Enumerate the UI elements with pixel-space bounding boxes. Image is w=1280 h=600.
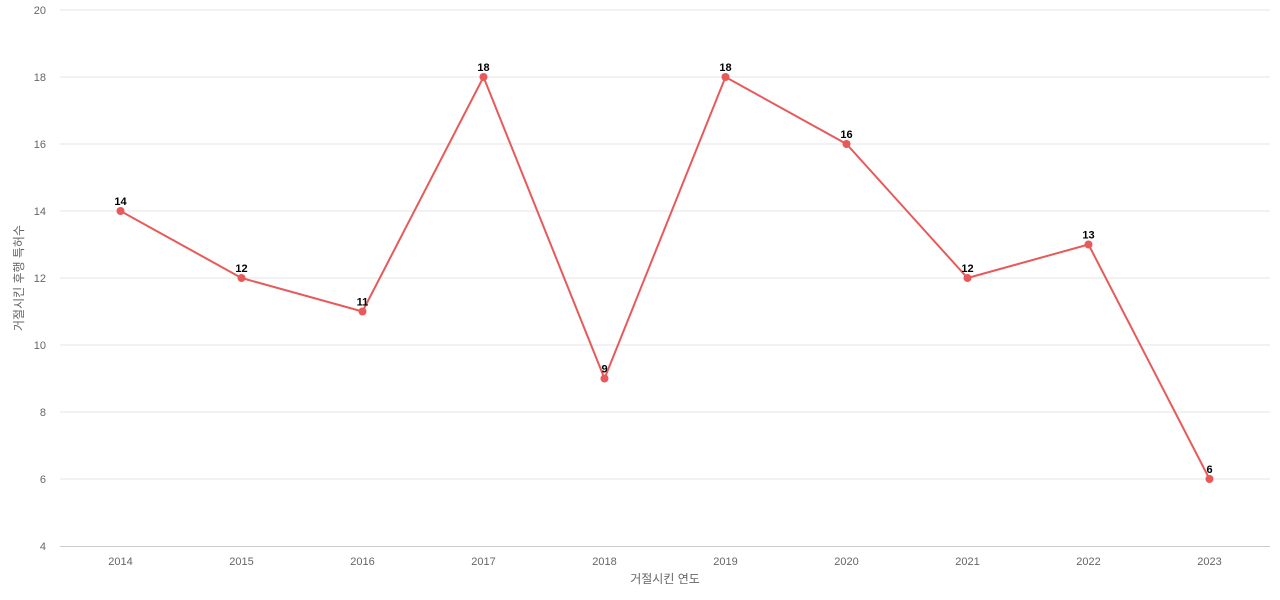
x-tick-label: 2016 bbox=[350, 556, 374, 568]
data-point[interactable] bbox=[358, 307, 367, 316]
data-label: 12 bbox=[961, 263, 973, 275]
data-label: 9 bbox=[601, 364, 607, 376]
data-label: 11 bbox=[357, 297, 369, 309]
data-point[interactable] bbox=[963, 274, 972, 282]
x-axis-ticks: 2014 2015 2016 2017 2018 2019 2020 2021 2022 2023 bbox=[108, 556, 1221, 568]
y-tick-label: 14 bbox=[34, 206, 46, 218]
x-tick-label: 2018 bbox=[592, 556, 616, 568]
data-label: 12 bbox=[235, 263, 247, 275]
y-tick-label: 20 bbox=[34, 5, 46, 17]
x-tick-label: 2014 bbox=[108, 556, 132, 568]
x-tick-label: 2015 bbox=[229, 556, 253, 568]
data-label: 18 bbox=[477, 62, 489, 74]
y-tick-label: 4 bbox=[40, 541, 46, 553]
data-label: 13 bbox=[1082, 230, 1094, 242]
y-tick-label: 12 bbox=[34, 273, 46, 285]
y-tick-label: 6 bbox=[40, 474, 46, 486]
x-tick-label: 2020 bbox=[834, 556, 858, 568]
x-tick-label: 2019 bbox=[713, 556, 737, 568]
x-tick-label: 2022 bbox=[1076, 556, 1100, 568]
data-point[interactable] bbox=[1084, 240, 1093, 249]
data-point[interactable] bbox=[237, 274, 246, 282]
data-point[interactable] bbox=[600, 374, 609, 383]
series-line bbox=[120, 76, 1211, 480]
data-label: 18 bbox=[719, 62, 731, 74]
data-point[interactable] bbox=[721, 73, 730, 81]
x-tick-label: 2021 bbox=[955, 556, 979, 568]
y-axis-ticks: 4 6 8 10 12 14 16 18 20 bbox=[34, 5, 46, 553]
y-tick-label: 16 bbox=[34, 139, 46, 151]
data-point[interactable] bbox=[116, 207, 125, 215]
y-axis-title: 거절시킨 후행 특허수 bbox=[11, 225, 26, 331]
x-tick-label: 2017 bbox=[471, 556, 495, 568]
y-tick-label: 8 bbox=[40, 407, 46, 419]
data-point[interactable] bbox=[479, 73, 488, 81]
data-labels: 14 12 11 18 9 18 16 12 13 6 bbox=[114, 62, 1212, 476]
data-point[interactable] bbox=[1205, 475, 1214, 483]
x-tick-label: 2023 bbox=[1197, 556, 1221, 568]
data-label: 14 bbox=[114, 196, 127, 208]
y-tick-label: 18 bbox=[34, 72, 46, 84]
y-tick-label: 10 bbox=[34, 340, 46, 352]
data-label: 16 bbox=[840, 129, 852, 141]
x-axis-title: 거절시킨 연도 bbox=[630, 572, 700, 586]
data-label: 6 bbox=[1206, 464, 1212, 476]
data-point[interactable] bbox=[842, 140, 851, 148]
series-layer bbox=[116, 73, 1214, 483]
gridlines bbox=[60, 9, 1270, 480]
